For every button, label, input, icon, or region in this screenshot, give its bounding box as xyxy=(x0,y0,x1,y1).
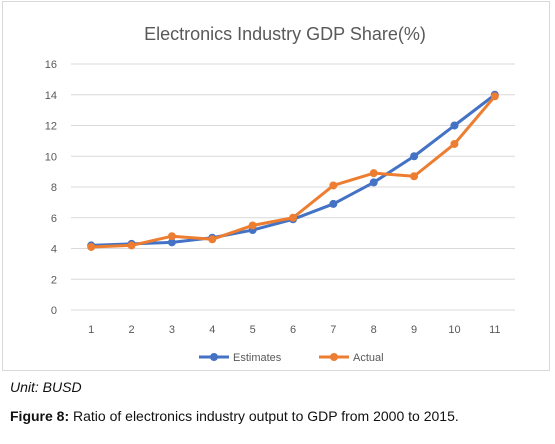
data-point xyxy=(167,238,176,247)
data-point xyxy=(369,178,378,187)
series-layer xyxy=(87,90,499,251)
legend-marker xyxy=(210,353,218,361)
data-point xyxy=(329,199,338,208)
y-tick-label: 16 xyxy=(45,59,57,71)
y-tick-label: 0 xyxy=(51,305,57,317)
x-tick-label: 9 xyxy=(411,324,417,336)
legend-label: Estimates xyxy=(233,352,282,364)
legend-item-estimates: Estimates xyxy=(199,352,282,364)
y-axis-ticks: 0 2 4 6 8 10 12 14 16 xyxy=(45,59,57,317)
gridlines xyxy=(71,63,515,311)
x-tick-label: 3 xyxy=(169,324,175,336)
data-point xyxy=(329,181,338,190)
caption-text: Ratio of electronics industry output to … xyxy=(69,408,459,424)
figure-caption: Figure 8: Ratio of electronics industry … xyxy=(10,408,459,424)
y-tick-label: 12 xyxy=(45,121,57,133)
data-point xyxy=(248,221,257,230)
data-point xyxy=(208,235,217,244)
y-tick-label: 6 xyxy=(51,213,57,225)
data-point xyxy=(87,242,96,251)
series-estimates xyxy=(87,90,499,250)
legend-label: Actual xyxy=(353,352,384,364)
data-point xyxy=(450,121,459,130)
data-point xyxy=(450,139,459,148)
y-tick-label: 8 xyxy=(51,182,57,194)
caption-label: Figure 8: xyxy=(10,408,70,424)
line-chart: Electronics Industry GDP Share(%) 024681… xyxy=(45,24,515,364)
y-tick-label: 4 xyxy=(51,244,57,256)
data-point xyxy=(289,213,297,222)
x-tick-label: 8 xyxy=(371,324,377,336)
unit-note: Unit: BUSD xyxy=(10,379,82,395)
x-tick-label: 7 xyxy=(330,324,336,336)
x-axis-ticks: 1 2 3 4 5 6 7 8 9 10 11 xyxy=(88,324,500,336)
legend-marker xyxy=(330,353,338,361)
x-tick-label: 1 xyxy=(88,324,94,336)
y-tick-label: 2 xyxy=(51,274,57,286)
data-point xyxy=(410,172,419,181)
x-tick-label: 11 xyxy=(489,324,500,336)
data-point xyxy=(127,241,136,250)
x-tick-label: 10 xyxy=(448,324,460,336)
y-tick-label: 14 xyxy=(45,90,57,102)
legend-item-actual: Actual xyxy=(319,352,384,364)
series-line xyxy=(91,95,496,249)
data-point xyxy=(410,152,419,161)
x-tick-label: 6 xyxy=(290,324,296,336)
data-point xyxy=(167,232,176,241)
series-actual xyxy=(87,92,499,251)
data-point xyxy=(490,92,499,101)
legend: Estimates Actual xyxy=(199,352,384,364)
y-tick-label: 10 xyxy=(45,151,57,163)
x-tick-label: 4 xyxy=(209,324,215,336)
x-tick-label: 5 xyxy=(250,324,256,336)
data-point xyxy=(369,169,378,178)
chart-title: Electronics Industry GDP Share(%) xyxy=(144,24,426,44)
x-tick-label: 2 xyxy=(128,324,134,336)
